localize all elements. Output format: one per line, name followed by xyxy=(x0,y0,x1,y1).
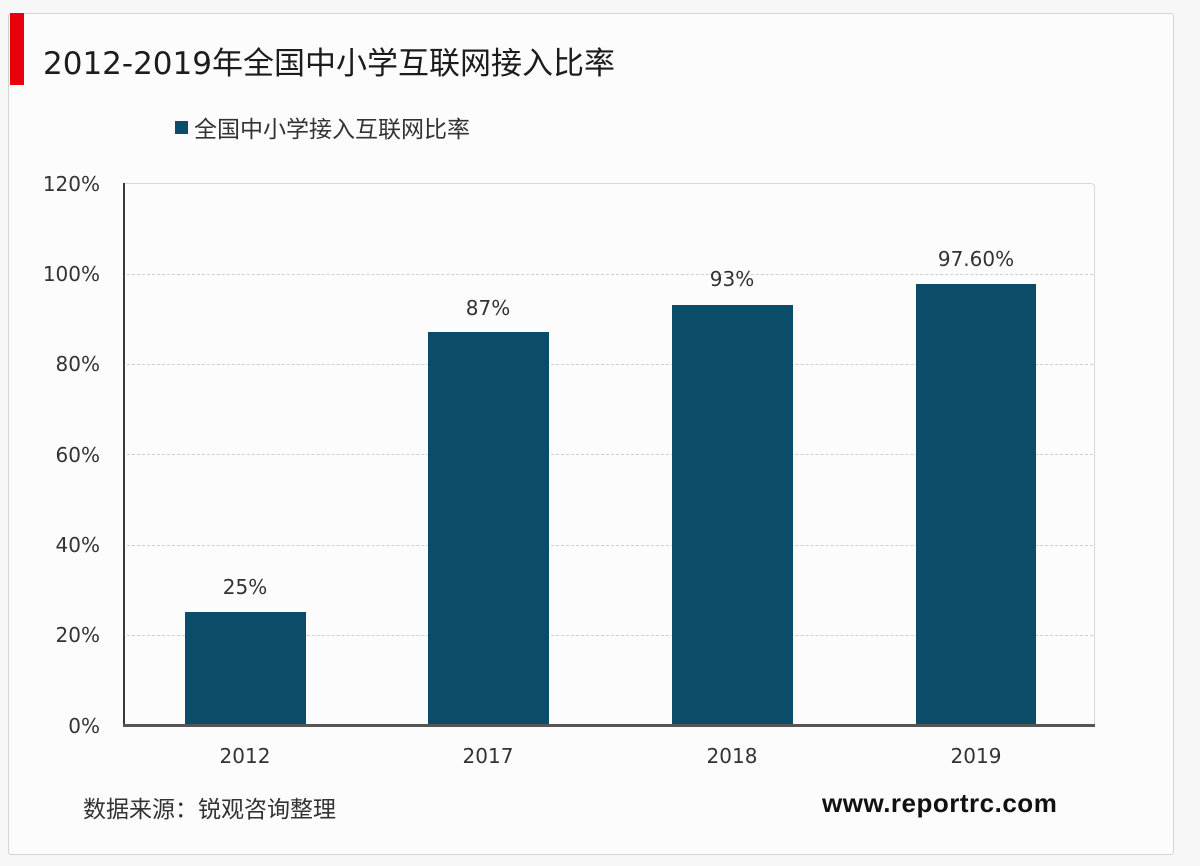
chart-title: 2012-2019年全国中小学互联网接入比率 xyxy=(43,46,615,82)
gridline-100 xyxy=(127,274,1093,275)
website-watermark: www.reportrc.com xyxy=(822,788,1058,818)
bar-value-label: 25% xyxy=(222,575,268,599)
y-tick-label: 120% xyxy=(42,172,100,196)
title-accent-bar xyxy=(10,13,24,85)
bar-2019 xyxy=(916,284,1036,725)
gridline-40 xyxy=(127,545,1093,546)
y-tick-label: 60% xyxy=(55,443,100,467)
bar-value-label: 97.60% xyxy=(937,247,1015,271)
bar-2017 xyxy=(428,332,549,725)
x-tick-label: 2019 xyxy=(950,744,1002,768)
x-axis-line xyxy=(123,724,1095,727)
plot-area xyxy=(125,183,1095,725)
bar-value-label: 87% xyxy=(465,296,511,320)
legend-swatch-icon xyxy=(175,120,188,134)
x-tick-label: 2017 xyxy=(462,744,514,768)
x-tick-label: 2012 xyxy=(219,744,271,768)
y-axis-line xyxy=(123,183,125,727)
data-source-note: 数据来源：锐观咨询整理 xyxy=(83,797,336,823)
gridline-20 xyxy=(127,635,1093,636)
y-tick-label: 20% xyxy=(55,623,100,647)
x-tick-label: 2018 xyxy=(706,744,758,768)
gridline-80 xyxy=(127,364,1093,365)
legend: 全国中小学接入互联网比率 xyxy=(175,110,470,144)
bar-2012 xyxy=(185,612,306,725)
y-tick-label: 80% xyxy=(55,352,100,376)
y-tick-label: 0% xyxy=(68,714,100,738)
legend-label: 全国中小学接入互联网比率 xyxy=(194,117,470,143)
y-tick-label: 40% xyxy=(55,533,100,557)
bar-2018 xyxy=(672,305,793,725)
y-tick-label: 100% xyxy=(42,262,100,286)
bar-value-label: 93% xyxy=(709,267,755,291)
gridline-60 xyxy=(127,454,1093,455)
